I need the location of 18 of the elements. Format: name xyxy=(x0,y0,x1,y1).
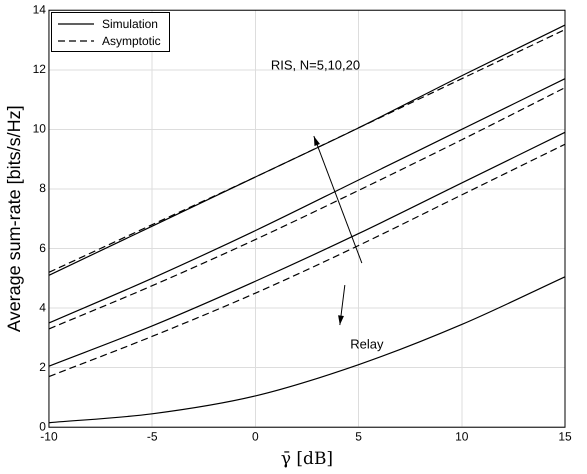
y-tick-label: 14 xyxy=(32,2,46,17)
legend-label: Asymptotic xyxy=(102,34,161,48)
annotation: Relay xyxy=(350,336,384,352)
y-tick-label: 6 xyxy=(39,240,46,255)
y-tick-label: 2 xyxy=(39,360,46,374)
y-axis-title: Average sum-rate [bits/s/Hz] xyxy=(4,105,24,332)
x-tick-label: 15 xyxy=(558,430,572,444)
y-tick-label: 8 xyxy=(39,181,46,196)
y-tick-label: 4 xyxy=(39,300,46,314)
x-axis-title: γ̄ [dB] xyxy=(280,449,334,470)
x-tick-label: 0 xyxy=(252,430,260,444)
annotation: RIS, N=5,10,20 xyxy=(270,58,360,73)
legend-label: Simulation xyxy=(102,16,158,31)
y-tick-label: 10 xyxy=(32,122,46,136)
x-tick-label: 5 xyxy=(355,430,362,444)
y-tick-label: 12 xyxy=(32,62,46,76)
x-tick-label: -5 xyxy=(146,430,158,444)
x-tick-label: 10 xyxy=(455,430,469,444)
